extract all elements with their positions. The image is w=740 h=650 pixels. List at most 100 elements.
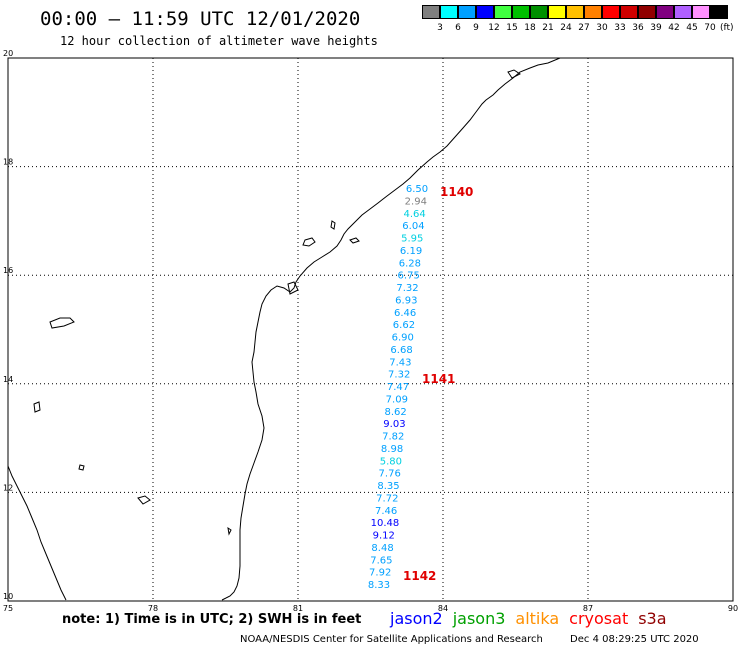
legend-label: 45 <box>686 23 698 33</box>
legend-label: 6 <box>455 23 461 33</box>
coastline <box>7 57 561 601</box>
legend-swatch <box>656 5 674 19</box>
wave-height-value: 8.35 <box>377 481 399 492</box>
island-3 <box>349 237 360 244</box>
lat-tick-label: 14 <box>3 375 13 384</box>
lat-tick-label: 18 <box>3 158 13 167</box>
pass-labels: 1140 1141 1142 <box>403 185 473 583</box>
wave-height-value: 7.82 <box>382 432 404 443</box>
wave-height-value: 6.28 <box>399 258 421 269</box>
legend-swatch <box>638 5 656 19</box>
page-subtitle: 12 hour collection of altimeter wave hei… <box>60 34 378 48</box>
sri-lanka-coast <box>221 597 227 601</box>
legend-label: 12 <box>488 23 500 33</box>
wave-height-value: 9.03 <box>383 419 405 430</box>
lon-tick-label: 75 <box>3 604 13 613</box>
footer-note: note: 1) Time is in UTC; 2) SWH is in fe… <box>62 612 362 627</box>
wave-height-value: 7.65 <box>370 555 392 566</box>
pass-label: 1141 <box>422 372 455 386</box>
lon-tick-label: 87 <box>583 604 593 613</box>
legend-swatch <box>440 5 458 19</box>
lon-tick-label: 84 <box>438 604 448 613</box>
wave-height-value: 6.68 <box>390 345 412 356</box>
lat-tick-label: 20 <box>3 49 13 58</box>
legend-label: 39 <box>650 23 662 33</box>
wave-height-value: 8.98 <box>381 444 403 455</box>
legend-label: 18 <box>524 23 536 33</box>
longitude-ticks: 75 78 81 84 87 90 <box>3 604 738 613</box>
wave-height-value: 6.90 <box>392 333 414 344</box>
island-7 <box>137 495 151 505</box>
lon-tick-label: 81 <box>293 604 303 613</box>
lat-tick-label: 16 <box>3 266 13 275</box>
wave-height-value: 6.04 <box>402 221 424 232</box>
wave-height-value: 5.80 <box>380 456 402 467</box>
satellite-name: jason3 <box>452 609 506 628</box>
island-8 <box>227 526 232 536</box>
wave-height-value: 7.43 <box>389 357 411 368</box>
wave-height-value: 9.12 <box>373 531 395 542</box>
wave-height-value: 7.92 <box>369 568 391 579</box>
wave-height-value: 4.64 <box>403 209 425 220</box>
legend-swatch <box>548 5 566 19</box>
wave-height-value: 5.95 <box>401 234 423 245</box>
legend-swatch <box>710 5 728 19</box>
satellite-name: jason2 <box>390 609 443 628</box>
legend-label: 21 <box>542 23 554 33</box>
wave-height-value: 6.46 <box>394 308 416 319</box>
wave-height-value: 7.72 <box>376 493 398 504</box>
legend-label: 42 <box>668 23 680 33</box>
wave-height-value: 7.32 <box>396 283 418 294</box>
legend-label: 24 <box>560 23 572 33</box>
pass-label: 1140 <box>440 185 473 199</box>
wave-height-value: 8.62 <box>384 407 406 418</box>
satellite-name: s3a <box>638 609 667 628</box>
island-1 <box>330 220 336 230</box>
lon-tick-label: 78 <box>148 604 158 613</box>
wave-height-value: 7.32 <box>388 370 410 381</box>
legend-unit: (ft) <box>720 23 734 33</box>
island-5 <box>33 401 41 413</box>
lat-tick-label: 10 <box>3 592 13 601</box>
island-4 <box>49 317 75 329</box>
legend-swatch <box>422 5 440 19</box>
satellite-name: altika <box>515 609 560 628</box>
wave-height-value: 6.19 <box>400 246 422 257</box>
satellite-name: cryosat <box>569 609 629 628</box>
wave-height-value: 8.33 <box>368 580 390 591</box>
legend-swatch <box>692 5 710 19</box>
legend-swatch <box>494 5 512 19</box>
page-title: 00:00 – 11:59 UTC 12/01/2020 <box>40 8 361 30</box>
legend-swatch <box>584 5 602 19</box>
island-6 <box>78 464 85 471</box>
legend-swatch <box>620 5 638 19</box>
wave-height-value: 7.46 <box>375 506 397 517</box>
delta-1 <box>507 69 521 79</box>
wave-height-value: 2.94 <box>405 196 427 207</box>
map-frame <box>7 57 734 602</box>
wave-height-value: 8.48 <box>371 543 393 554</box>
legend-label: 15 <box>506 23 518 33</box>
credit-line: NOAA/NESDIS Center for Satellite Applica… <box>240 634 723 645</box>
east-coast-india <box>225 57 561 599</box>
delta-2 <box>287 281 299 295</box>
west-coast-india <box>7 465 67 601</box>
wave-height-value: 7.09 <box>386 394 408 405</box>
legend-swatch <box>530 5 548 19</box>
legend-swatch <box>458 5 476 19</box>
legend-label: 33 <box>614 23 626 33</box>
credit-org: NOAA/NESDIS Center for Satellite Applica… <box>240 634 543 645</box>
map-grid <box>8 58 733 601</box>
wave-height-value: 6.50 <box>406 184 428 195</box>
legend-swatch <box>476 5 494 19</box>
island-2 <box>302 237 316 247</box>
legend-label: 30 <box>596 23 608 33</box>
credit-timestamp: Dec 4 08:29:25 UTC 2020 <box>570 634 699 645</box>
legend-label: 3 <box>437 23 443 33</box>
legend-swatch <box>602 5 620 19</box>
legend-label: 9 <box>473 23 479 33</box>
wave-height-observations: 6.502.944.646.045.956.196.286.757.326.93… <box>368 184 428 591</box>
latitude-ticks: 10 12 14 16 18 20 <box>3 49 13 601</box>
wave-height-value: 6.75 <box>398 271 420 282</box>
